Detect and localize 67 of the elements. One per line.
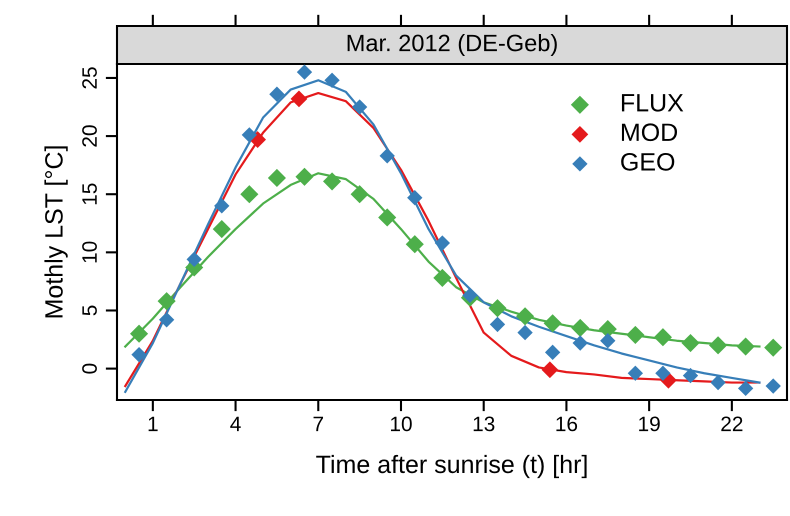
- point: [352, 99, 368, 115]
- x-tick-label: 1: [148, 416, 158, 432]
- point: [269, 86, 285, 102]
- point: [406, 235, 424, 254]
- legend-label: GEO: [621, 152, 674, 171]
- point: [158, 312, 174, 328]
- y-tick-label: 20: [82, 125, 97, 147]
- point: [600, 333, 616, 348]
- x-tick-label: 16: [556, 416, 578, 432]
- point: [738, 380, 754, 396]
- x-tick-label: 19: [639, 416, 660, 432]
- point: [764, 338, 782, 357]
- point: [131, 346, 147, 362]
- point: [214, 198, 230, 214]
- y-tick-label: 5: [82, 306, 97, 316]
- point: [268, 168, 286, 187]
- point: [186, 252, 202, 267]
- point: [295, 168, 314, 186]
- point: [324, 72, 340, 88]
- point: [490, 316, 506, 332]
- point: [710, 374, 726, 390]
- point: [572, 335, 588, 351]
- point: [517, 324, 533, 340]
- point: [766, 378, 781, 394]
- point: [654, 328, 672, 346]
- legend-label: FLUX: [622, 94, 684, 112]
- point: [433, 268, 452, 287]
- point: [516, 307, 534, 326]
- point: [544, 344, 560, 360]
- point: [462, 288, 478, 304]
- point: [682, 368, 698, 384]
- point: [571, 318, 590, 337]
- point: [434, 235, 450, 251]
- point: [628, 366, 644, 381]
- point: [655, 366, 671, 381]
- point: [541, 361, 558, 378]
- x-tick-label: 4: [230, 416, 241, 432]
- x-axis-title: Time after sunrise (t) [hr]: [316, 454, 587, 478]
- point: [709, 336, 728, 354]
- point: [378, 208, 396, 227]
- point: [242, 127, 258, 143]
- point: [212, 220, 231, 238]
- point: [681, 334, 700, 352]
- legend-label: MOD: [622, 123, 678, 142]
- point: [736, 337, 755, 356]
- y-tick-label: 15: [82, 184, 97, 204]
- x-tick-label: 13: [474, 416, 494, 432]
- point: [350, 185, 369, 204]
- point: [407, 190, 422, 206]
- point: [240, 185, 258, 204]
- point: [296, 64, 312, 80]
- point: [380, 148, 395, 164]
- y-tick-label: 25: [82, 67, 97, 88]
- x-tick-label: 7: [314, 416, 324, 432]
- point: [488, 299, 507, 318]
- chart-title: Mar. 2012 (DE-Geb): [348, 34, 557, 56]
- point: [323, 172, 342, 190]
- point: [626, 326, 644, 344]
- point: [544, 314, 562, 332]
- x-tick-label: 10: [390, 416, 412, 432]
- point: [290, 90, 308, 108]
- x-tick-label: 22: [721, 416, 742, 432]
- y-tick-label: 0: [82, 364, 97, 374]
- y-tick-label: 10: [82, 242, 97, 262]
- point: [130, 324, 148, 343]
- y-axis-title: Mothly LST [°C]: [44, 146, 68, 318]
- point: [158, 292, 176, 310]
